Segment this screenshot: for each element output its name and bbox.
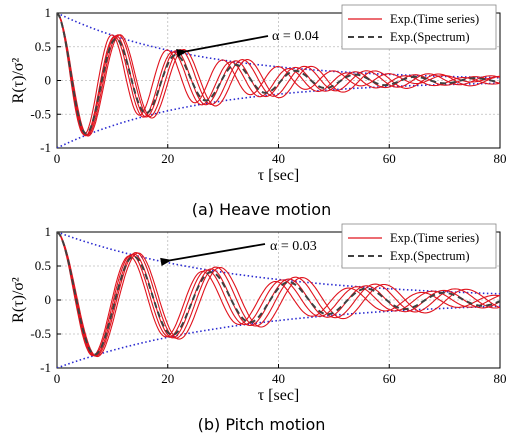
legend-label: Exp.(Spectrum): [390, 249, 470, 263]
legend-box: [341, 4, 497, 50]
legend-label: Exp.(Time series): [390, 231, 479, 245]
annotation-arrow-head: [176, 49, 188, 58]
y-tick-label: -1: [40, 140, 51, 155]
legend-label: Exp.(Time series): [390, 12, 479, 26]
x-tick-label: 60: [383, 151, 396, 166]
x-tick-label: 40: [272, 371, 285, 386]
time-series-curve: [57, 13, 500, 137]
x-tick-label: 20: [161, 371, 174, 386]
legend-label: Exp.(Spectrum): [390, 30, 470, 44]
legend-box: [341, 223, 497, 269]
caption-b: (b) Pitch motion: [197, 415, 326, 434]
lower-envelope: [57, 305, 500, 368]
time-series-curve: [57, 13, 500, 136]
y-tick-label: -1: [40, 360, 51, 375]
annotation-alpha: α = 0.04: [272, 29, 319, 44]
time-series-curve: [57, 232, 500, 358]
y-tick-label: 1: [45, 5, 52, 20]
y-tick-label: 0: [45, 292, 52, 307]
time-series-curve: [57, 232, 500, 357]
spectrum-curve: [57, 232, 500, 356]
y-tick-label: 1: [45, 224, 52, 239]
y-tick-label: -0.5: [30, 106, 51, 121]
annotation-arrow-shaft: [179, 35, 269, 54]
x-axis-label: τ [sec]: [258, 387, 300, 404]
y-axis-label: R(τ)/σ²: [10, 277, 27, 323]
y-axis-label: R(τ)/σ²: [10, 57, 27, 103]
annotation-alpha: α = 0.03: [270, 239, 317, 254]
x-tick-label: 80: [494, 371, 507, 386]
y-tick-label: 0: [45, 73, 52, 88]
plot-area: [57, 13, 500, 148]
plot-area: [57, 232, 500, 368]
y-tick-label: -0.5: [30, 326, 51, 341]
x-tick-label: 40: [272, 151, 285, 166]
caption-a: (a) Heave motion: [191, 200, 332, 219]
time-series-curve: [57, 13, 500, 135]
x-tick-label: 60: [383, 371, 396, 386]
y-tick-label: 0.5: [35, 258, 51, 273]
y-tick-label: 0.5: [35, 39, 51, 54]
x-tick-label: 80: [494, 151, 507, 166]
chart-panel-b: 0 20 40 60 80 1 0.5 0 -0.5 -1 τ [sec] R(τ)/σ² α = 0.…: [10, 223, 507, 404]
annotation-arrow-head: [160, 257, 172, 266]
x-tick-label: 0: [54, 151, 61, 166]
chart-panel-a: 0 20 40 60 80 1 0.5 0 -0.5 -1 τ [sec] R(τ)/σ² α = 0.…: [10, 4, 507, 184]
annotation-arrow-shaft: [163, 243, 266, 263]
x-axis-label: τ [sec]: [258, 167, 300, 184]
x-tick-label: 20: [161, 151, 174, 166]
spectrum-curve: [57, 13, 500, 135]
x-tick-label: 0: [54, 371, 61, 386]
